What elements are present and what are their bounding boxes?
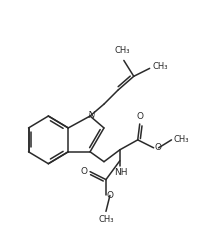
Text: CH₃: CH₃ [98,215,114,224]
Text: NH: NH [114,168,128,177]
Text: CH₃: CH₃ [173,135,189,144]
Text: O: O [80,167,87,176]
Text: O: O [155,143,162,152]
Text: O: O [107,191,114,200]
Text: O: O [136,112,143,121]
Text: CH₃: CH₃ [114,46,130,55]
Text: N: N [87,111,95,120]
Text: CH₃: CH₃ [153,62,168,71]
